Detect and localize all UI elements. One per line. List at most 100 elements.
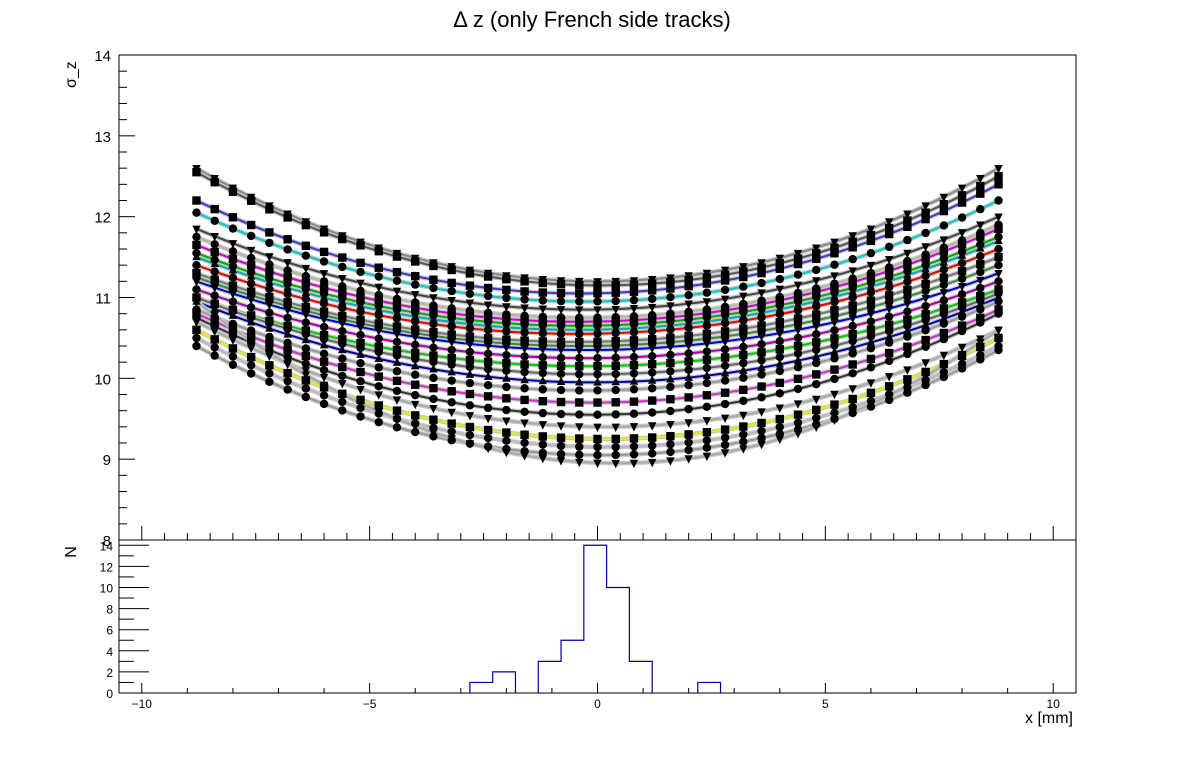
data-point-circle: [812, 302, 821, 311]
data-point-square: [210, 204, 219, 214]
data-point-circle: [848, 369, 857, 378]
data-point-circle: [228, 273, 238, 282]
data-point-square: [976, 181, 985, 191]
data-point-square: [593, 281, 602, 290]
data-point-triangle-down: [866, 261, 876, 271]
data-point-triangle-down: [338, 319, 347, 329]
data-point-circle: [301, 271, 311, 281]
data-point-triangle-up: [647, 375, 657, 384]
data-point-circle: [246, 303, 256, 312]
data-point-triangle-down: [246, 344, 256, 354]
data-point-circle: [520, 384, 529, 393]
data-point-triangle-down: [483, 342, 493, 351]
data-point-square: [720, 270, 730, 279]
data-point-square: [848, 394, 857, 404]
data-point-circle: [411, 427, 420, 437]
data-point-triangle-up: [246, 317, 256, 326]
data-point-square: [520, 430, 529, 439]
data-point-circle: [502, 293, 511, 303]
data-point-circle: [374, 382, 383, 391]
data-point-circle: [447, 376, 456, 385]
data-point-triangle-up: [866, 281, 876, 290]
data-point-square: [447, 387, 456, 396]
data-point-triangle-up: [702, 370, 712, 379]
data-point-circle: [265, 308, 274, 317]
data-point-square: [465, 355, 475, 365]
data-point-triangle-down: [210, 233, 219, 242]
data-point-triangle-down: [374, 391, 383, 400]
data-point-square: [957, 298, 967, 307]
data-point-triangle-down: [556, 346, 566, 355]
data-point-circle: [538, 448, 548, 458]
data-point-circle: [246, 369, 256, 378]
data-point-circle: [684, 380, 693, 390]
data-point-triangle-down: [319, 381, 329, 391]
data-point-triangle-down: [666, 420, 675, 430]
data-point-circle: [775, 323, 784, 332]
data-point-circle: [538, 408, 548, 418]
data-point-triangle-up: [338, 296, 347, 306]
data-point-circle: [976, 305, 985, 314]
data-point-triangle-down: [301, 264, 311, 274]
data-point-triangle-down: [866, 400, 876, 410]
data-point-square: [246, 261, 256, 270]
data-point-circle: [502, 405, 511, 415]
data-point-square: [921, 279, 930, 289]
data-point-circle: [884, 283, 894, 292]
data-point-circle: [629, 295, 639, 305]
data-point-circle: [629, 409, 639, 418]
data-point-circle: [465, 289, 475, 298]
data-point-circle: [246, 253, 256, 263]
data-point-triangle-down: [812, 423, 821, 432]
data-point-circle: [720, 285, 730, 295]
data-point-square: [301, 351, 311, 361]
data-point-circle: [283, 376, 292, 386]
data-point-square: [921, 208, 930, 217]
data-point-square: [210, 335, 219, 344]
data-point-circle: [739, 396, 748, 406]
data-point-triangle-down: [447, 408, 456, 418]
data-point-circle: [684, 365, 693, 374]
data-point-square: [793, 410, 803, 419]
data-point-triangle-down: [520, 419, 529, 428]
data-point-square: [994, 172, 1003, 181]
data-point-triangle-up: [520, 374, 529, 384]
data-point-square: [629, 336, 639, 345]
data-point-square: [903, 216, 912, 225]
data-point-square: [502, 394, 511, 403]
data-point-triangle-down: [994, 164, 1003, 174]
data-point-triangle-down: [957, 184, 967, 194]
data-point-circle: [793, 270, 803, 279]
data-point-circle: [903, 332, 912, 341]
data-point-square: [812, 287, 821, 297]
data-point-square: [283, 235, 292, 244]
data-point-circle: [921, 326, 930, 335]
data-point-triangle-down: [830, 390, 839, 400]
data-point-square: [666, 431, 675, 441]
data-point-triangle-down: [429, 336, 438, 345]
data-point-square: [793, 254, 803, 263]
data-point-square: [575, 398, 584, 407]
data-point-square: [647, 279, 657, 288]
data-point-circle: [556, 385, 566, 395]
data-point-circle: [502, 366, 511, 375]
data-point-circle: [757, 340, 766, 349]
data-point-square: [775, 378, 784, 388]
data-point-square: [483, 392, 493, 401]
data-point-triangle-down: [265, 349, 274, 358]
data-point-circle: [757, 370, 766, 379]
data-point-triangle-down: [884, 256, 894, 265]
data-point-square: [265, 228, 274, 237]
data-point-square: [319, 357, 329, 366]
histogram-bin: [470, 682, 493, 693]
data-point-circle: [647, 351, 657, 361]
data-point-circle: [246, 360, 256, 370]
data-point-triangle-down: [957, 343, 967, 353]
data-point-circle: [265, 369, 274, 378]
data-point-triangle-down: [411, 291, 420, 300]
data-point-circle: [575, 410, 584, 419]
bottom-y-tick-label: 14: [100, 539, 114, 553]
data-point-circle: [739, 430, 748, 439]
data-point-triangle-down: [903, 382, 912, 392]
data-point-circle: [319, 322, 329, 332]
